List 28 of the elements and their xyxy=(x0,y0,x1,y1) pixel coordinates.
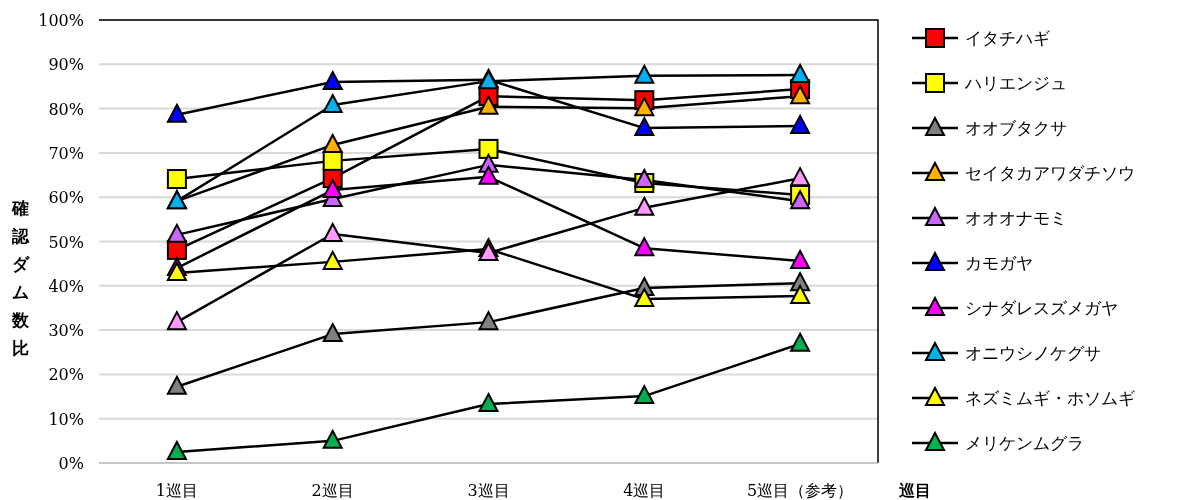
y-axis-title: 確認ダム数比 xyxy=(10,198,30,358)
legend-label: カモガヤ xyxy=(965,253,1033,273)
legend-label: イタチハギ xyxy=(965,28,1050,48)
x-tick-label: 1巡目 xyxy=(155,481,198,500)
legend-label: オオブタクサ xyxy=(965,118,1067,138)
y-tick-label: 90% xyxy=(48,55,84,75)
x-tick-label: 2巡目 xyxy=(311,481,354,500)
y-tick-label: 50% xyxy=(48,232,84,252)
legend-label: オオオナモミ xyxy=(965,208,1067,228)
y-tick-label: 60% xyxy=(48,188,84,208)
legend-label: ハリエンジュ xyxy=(964,73,1067,93)
x-tick-label: 5巡目（参考） xyxy=(747,481,854,500)
y-tick-label: 80% xyxy=(48,99,84,119)
y-tick-label: 40% xyxy=(48,276,84,296)
x-tick-label: 3巡目 xyxy=(467,481,510,500)
legend-label: ネズミムギ・ホソムギ xyxy=(965,388,1135,408)
y-tick-label: 20% xyxy=(48,365,84,385)
y-tick-label: 10% xyxy=(48,409,84,429)
x-axis-title: 巡目 xyxy=(898,481,931,500)
y-tick-label: 30% xyxy=(48,321,84,341)
legend-label: セイタカアワダチソウ xyxy=(965,163,1135,183)
legend-label: オニウシノケグサ xyxy=(965,343,1101,363)
y-tick-label: 70% xyxy=(48,143,84,163)
x-tick-label: 4巡目 xyxy=(623,481,666,500)
legend-label: メリケンムグラ xyxy=(965,433,1084,453)
legend-label: シナダレスズメガヤ xyxy=(965,298,1118,318)
y-tick-label: 100% xyxy=(38,11,84,30)
y-tick-label: 0% xyxy=(58,454,84,473)
